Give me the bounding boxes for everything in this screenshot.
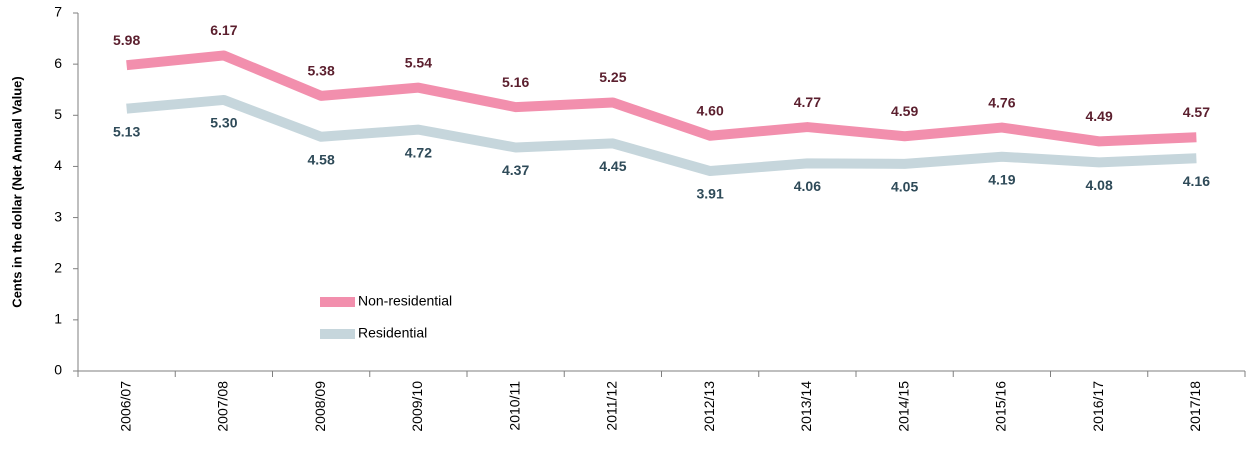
data-label: 4.08 <box>1086 177 1113 193</box>
y-tick-label: 2 <box>54 259 62 275</box>
data-label: 4.59 <box>891 103 918 119</box>
x-tick-label: 2014/15 <box>895 381 911 432</box>
x-tick-label: 2010/11 <box>506 381 522 431</box>
data-label: 4.77 <box>794 94 821 110</box>
x-tick-label: 2009/10 <box>409 381 425 432</box>
legend-label: Non-residential <box>358 293 452 309</box>
data-label: 5.16 <box>502 74 529 90</box>
data-label: 5.13 <box>113 123 140 139</box>
y-tick-label: 3 <box>54 208 62 224</box>
data-label: 4.60 <box>697 102 724 118</box>
data-label: 3.91 <box>697 186 724 202</box>
x-tick-label: 2016/17 <box>1090 381 1106 432</box>
x-tick-label: 2013/14 <box>798 381 814 432</box>
x-tick-label: 2008/09 <box>312 381 328 432</box>
data-label: 4.76 <box>988 94 1015 110</box>
x-tick-label: 2017/18 <box>1187 381 1203 432</box>
legend-label: Residential <box>358 325 427 341</box>
y-tick-label: 4 <box>54 157 62 173</box>
y-tick-label: 5 <box>54 106 62 122</box>
data-label: 6.17 <box>210 22 237 38</box>
data-label: 5.54 <box>405 54 432 70</box>
data-label: 4.72 <box>405 144 432 160</box>
x-tick-label: 2015/16 <box>993 381 1009 432</box>
data-label: 5.30 <box>210 115 237 131</box>
data-label: 5.25 <box>599 69 626 85</box>
data-label: 4.05 <box>891 179 918 195</box>
y-tick-label: 0 <box>54 362 62 378</box>
x-tick-label: 2006/07 <box>117 381 133 432</box>
data-label: 4.37 <box>502 162 529 178</box>
series-line <box>126 50 1197 147</box>
y-tick-label: 7 <box>54 4 62 20</box>
data-label: 5.98 <box>113 32 140 48</box>
x-tick-label: 2007/08 <box>215 381 231 432</box>
data-label: 4.49 <box>1086 108 1113 124</box>
x-tick-label: 2012/13 <box>701 381 717 432</box>
y-axis-label: Cents in the dollar (Net Annual Value) <box>9 76 24 307</box>
data-label: 4.16 <box>1183 173 1210 189</box>
data-label: 5.38 <box>308 63 335 79</box>
y-tick-label: 6 <box>54 55 62 71</box>
data-label: 4.45 <box>599 158 626 174</box>
series-line <box>126 94 1197 177</box>
x-tick-label: 2011/12 <box>604 381 620 431</box>
data-label: 4.58 <box>308 151 335 167</box>
data-label: 4.19 <box>988 171 1015 187</box>
y-tick-label: 1 <box>54 311 62 327</box>
data-label: 4.06 <box>794 178 821 194</box>
data-label: 4.57 <box>1183 104 1210 120</box>
